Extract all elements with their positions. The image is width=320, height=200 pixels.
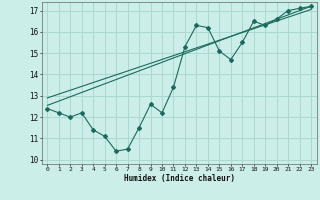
X-axis label: Humidex (Indice chaleur): Humidex (Indice chaleur) (124, 174, 235, 183)
